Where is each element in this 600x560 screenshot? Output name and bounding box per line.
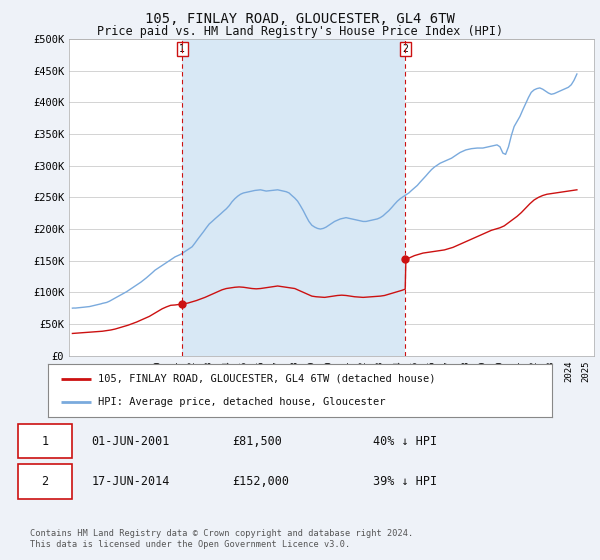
Text: £152,000: £152,000 xyxy=(232,475,289,488)
Text: 39% ↓ HPI: 39% ↓ HPI xyxy=(373,475,437,488)
Text: 40% ↓ HPI: 40% ↓ HPI xyxy=(373,435,437,447)
FancyBboxPatch shape xyxy=(18,464,71,499)
Text: Contains HM Land Registry data © Crown copyright and database right 2024.
This d: Contains HM Land Registry data © Crown c… xyxy=(30,529,413,549)
Text: 2: 2 xyxy=(41,475,49,488)
Text: 105, FINLAY ROAD, GLOUCESTER, GL4 6TW (detached house): 105, FINLAY ROAD, GLOUCESTER, GL4 6TW (d… xyxy=(98,374,436,384)
Text: £81,500: £81,500 xyxy=(232,435,282,447)
Text: Price paid vs. HM Land Registry's House Price Index (HPI): Price paid vs. HM Land Registry's House … xyxy=(97,25,503,38)
Bar xyxy=(182,39,405,356)
FancyBboxPatch shape xyxy=(18,424,71,459)
Text: 1: 1 xyxy=(179,44,185,54)
Text: HPI: Average price, detached house, Gloucester: HPI: Average price, detached house, Glou… xyxy=(98,397,386,407)
Text: 2: 2 xyxy=(402,44,408,54)
Text: 105, FINLAY ROAD, GLOUCESTER, GL4 6TW: 105, FINLAY ROAD, GLOUCESTER, GL4 6TW xyxy=(145,12,455,26)
Text: 17-JUN-2014: 17-JUN-2014 xyxy=(91,475,170,488)
Text: 1: 1 xyxy=(41,435,49,447)
Text: 01-JUN-2001: 01-JUN-2001 xyxy=(91,435,170,447)
